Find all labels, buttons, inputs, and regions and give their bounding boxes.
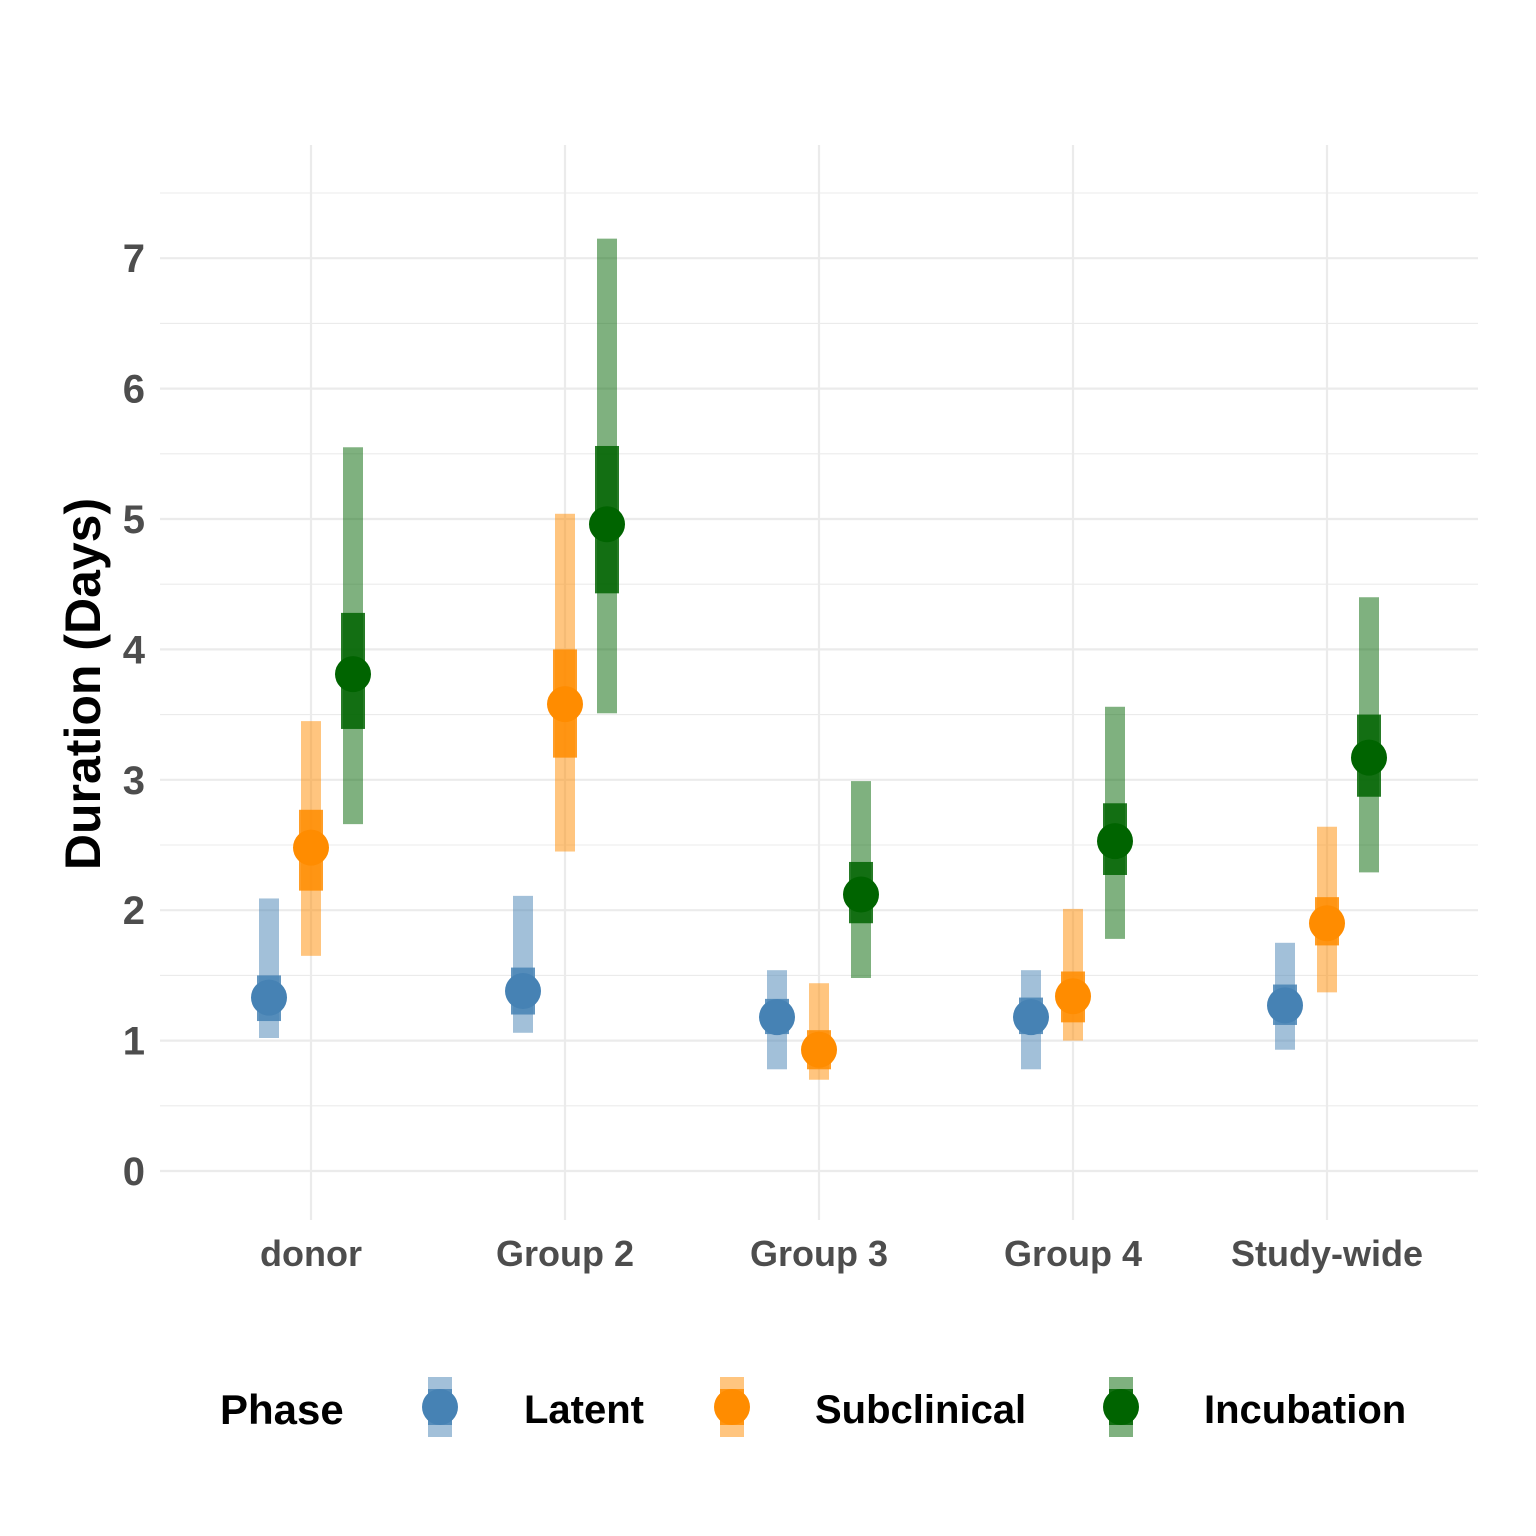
latent-point — [759, 999, 795, 1036]
legend-key-incubation-point — [1103, 1389, 1139, 1425]
y-tick-label: 7 — [123, 237, 145, 281]
legend-key-latent-point — [422, 1389, 458, 1425]
subclinical-point — [801, 1031, 837, 1068]
subclinical-point — [293, 829, 329, 866]
x-tick-label: donor — [260, 1233, 362, 1274]
subclinical-point — [1309, 905, 1345, 942]
x-tick-labels: donor Group 2 Group 3 Group 4 Study-wide — [260, 1233, 1423, 1274]
x-tick-label: Group 2 — [496, 1233, 634, 1274]
y-tick-label: 1 — [123, 1020, 145, 1064]
incubation-point — [1351, 739, 1387, 776]
x-tick-label: Study-wide — [1231, 1233, 1423, 1274]
legend: Phase Latent Subclinical Incubation — [220, 1377, 1406, 1437]
incubation-point — [335, 656, 371, 693]
incubation-point — [589, 506, 625, 543]
y-tick-label: 6 — [123, 368, 145, 412]
y-tick-label: 4 — [123, 628, 146, 672]
x-tick-label: Group 3 — [750, 1233, 888, 1274]
subclinical-point — [547, 686, 583, 723]
y-tick-label: 2 — [123, 889, 145, 933]
y-tick-labels: 0 1 2 3 4 5 6 7 — [123, 237, 146, 1194]
incubation-point — [843, 876, 879, 913]
latent-point — [505, 973, 541, 1010]
data-marks — [251, 238, 1387, 1080]
y-tick-label: 0 — [123, 1150, 145, 1194]
legend-label-incubation: Incubation — [1204, 1388, 1406, 1432]
latent-point — [251, 979, 287, 1016]
latent-point — [1267, 987, 1303, 1024]
y-tick-label: 5 — [123, 498, 145, 542]
latent-point — [1013, 999, 1049, 1036]
legend-key-subclinical-point — [714, 1389, 750, 1425]
legend-title: Phase — [220, 1386, 344, 1433]
legend-label-latent: Latent — [524, 1388, 644, 1432]
subclinical-point — [1055, 978, 1091, 1015]
legend-label-subclinical: Subclinical — [815, 1388, 1026, 1432]
x-tick-label: Group 4 — [1004, 1233, 1142, 1274]
incubation-point — [1097, 823, 1133, 860]
y-tick-label: 3 — [123, 759, 145, 803]
y-axis-title: Duration (Days) — [55, 498, 111, 870]
